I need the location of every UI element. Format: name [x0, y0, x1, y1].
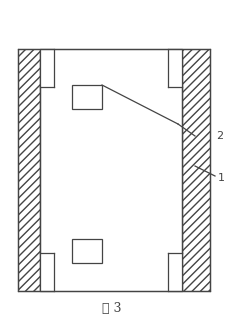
- Polygon shape: [168, 49, 182, 87]
- Bar: [72, 239, 102, 263]
- Text: 1: 1: [218, 173, 225, 183]
- Bar: [72, 85, 102, 109]
- Text: 图 3: 图 3: [102, 302, 122, 315]
- Polygon shape: [40, 253, 54, 291]
- Polygon shape: [182, 49, 210, 291]
- Polygon shape: [18, 49, 40, 291]
- Text: 2: 2: [216, 131, 223, 141]
- Polygon shape: [168, 253, 182, 291]
- Bar: [40, 49, 182, 291]
- Polygon shape: [40, 49, 54, 87]
